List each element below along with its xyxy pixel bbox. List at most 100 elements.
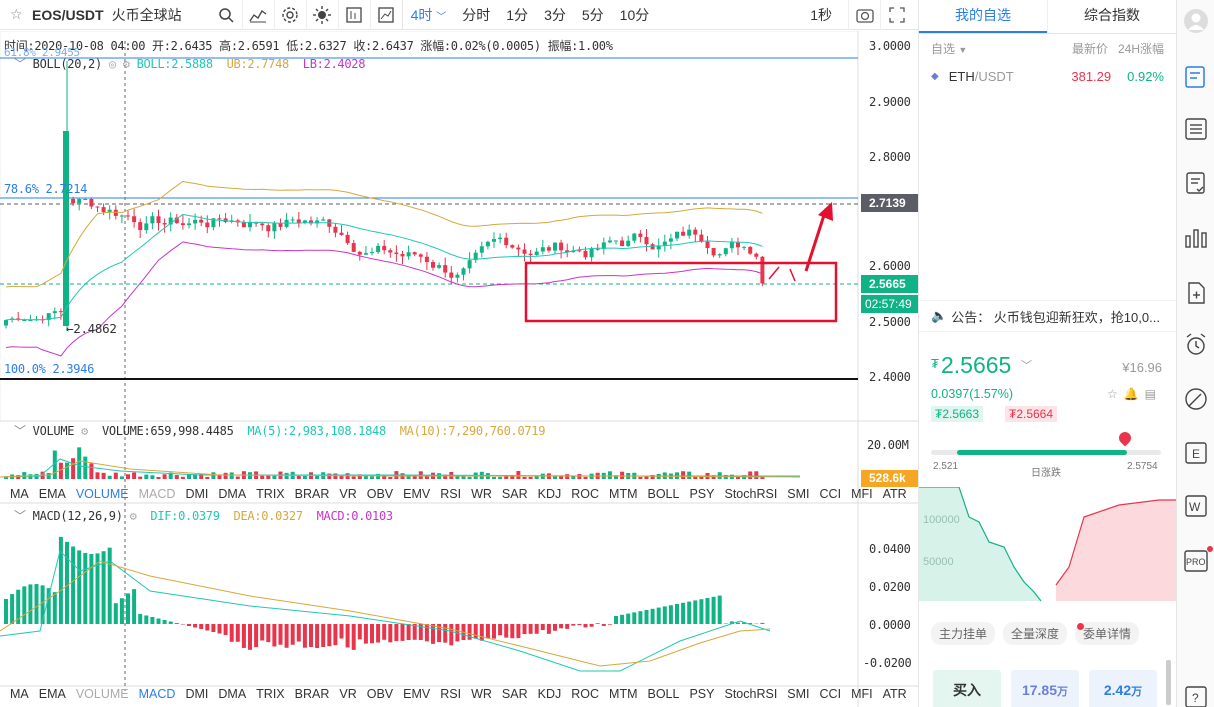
indicator-tab-macd[interactable]: MACD (138, 686, 176, 701)
add-file-icon[interactable] (1183, 280, 1209, 306)
indicator-tab-dmi[interactable]: DMI (185, 686, 209, 701)
interval-1m[interactable]: 1分 (506, 6, 529, 23)
volume-tag: 528.6k (861, 470, 918, 487)
indicator-tab-trix[interactable]: TRIX (256, 486, 285, 501)
indicator-tab-kdj[interactable]: KDJ (537, 686, 562, 701)
tab-index[interactable]: 综合指数 (1047, 0, 1176, 33)
pair-name[interactable]: EOS/USDT (32, 6, 104, 23)
interval-3m[interactable]: 3分 (544, 6, 566, 23)
btn-main-orders[interactable]: 主力挂单 (931, 622, 996, 645)
indicator-tab-ma[interactable]: MA (10, 486, 29, 501)
indicator-tab-sar[interactable]: SAR (501, 486, 528, 501)
tab-watchlist[interactable]: 我的自选 (919, 0, 1047, 33)
chevron-down-icon: ﹀ (14, 57, 26, 71)
btn-full-depth[interactable]: 全量深度 (1003, 622, 1068, 645)
indicator-tab-atr[interactable]: ATR (882, 486, 907, 501)
indicator-tab-mfi[interactable]: MFI (851, 486, 873, 501)
indicator-tab-obv[interactable]: OBV (366, 486, 394, 501)
theme-icon[interactable] (305, 0, 338, 30)
indicator-tab-smi[interactable]: SMI (787, 686, 810, 701)
indicator-tab-dmi[interactable]: DMI (185, 486, 209, 501)
chart-type-icon[interactable] (369, 0, 402, 30)
indicator-tab-wr[interactable]: WR (471, 486, 492, 501)
indicator-tab-cci[interactable]: CCI (819, 686, 842, 701)
refresh-rate[interactable]: 1秒 (810, 6, 832, 23)
buy-button[interactable]: 买入 (933, 670, 1001, 707)
action-icons[interactable]: ☆🔔▤ (1107, 387, 1162, 401)
alarm-clock-icon[interactable] (1183, 332, 1209, 358)
indicator-tab-roc[interactable]: ROC (571, 686, 600, 701)
indicator-tab-dma[interactable]: DMA (218, 686, 247, 701)
layout-icon[interactable] (337, 0, 370, 30)
favorite-star-icon[interactable]: ☆ (10, 6, 23, 22)
letter-e-icon[interactable]: E (1183, 440, 1209, 466)
indicator-tab-ema[interactable]: EMA (38, 486, 66, 501)
indicator-tab-smi[interactable]: SMI (787, 486, 810, 501)
interval-5m[interactable]: 5分 (581, 6, 604, 23)
document-icon[interactable] (1183, 170, 1209, 196)
compass-icon[interactable] (1183, 386, 1209, 412)
indicator-tab-mfi[interactable]: MFI (851, 686, 873, 701)
indicator-tab-cci[interactable]: CCI (819, 486, 842, 501)
notice-bar[interactable]: 🔈 公告： 火币钱包迎新狂欢，抢10,0... (919, 300, 1176, 332)
btn-order-details[interactable]: 委单详情 (1075, 622, 1140, 645)
indicator-tab-volume[interactable]: VOLUME (75, 686, 129, 701)
watchlist-icon[interactable] (1183, 64, 1209, 90)
indicator-tab-emv[interactable]: EMV (403, 486, 431, 501)
low-marker: ←2.4862 (66, 321, 117, 336)
indicator-tab-mtm[interactable]: MTM (609, 686, 638, 701)
indicator-tab-ema[interactable]: EMA (38, 686, 66, 701)
indicator-tab-sar[interactable]: SAR (501, 686, 528, 701)
help-icon[interactable]: ? (1183, 684, 1209, 707)
indicator-tab-boll[interactable]: BOLL (647, 686, 680, 701)
volume-bar (577, 474, 582, 479)
letter-w-icon[interactable]: W (1183, 493, 1209, 519)
watchlist-row[interactable]: ◆ ETH/USDT 381.29 0.92% (919, 63, 1176, 90)
indicator-tab-stochrsi[interactable]: StochRSI (724, 486, 778, 501)
kline-chart[interactable] (0, 31, 918, 707)
indicator-tab-mtm[interactable]: MTM (609, 486, 638, 501)
indicator-tab-dma[interactable]: DMA (218, 486, 247, 501)
interval-10m[interactable]: 10分 (619, 6, 650, 23)
price-change: 0.0397(1.57%) (931, 387, 1014, 401)
indicator-tab-rsi[interactable]: RSI (440, 686, 462, 701)
candle-body (437, 265, 442, 268)
indicator-tab-vr[interactable]: VR (339, 686, 357, 701)
volume-bar (119, 476, 124, 479)
camera-icon[interactable] (848, 0, 880, 30)
indicator-icon[interactable] (241, 0, 274, 30)
indicator-tab-emv[interactable]: EMV (403, 686, 431, 701)
settings-icon[interactable] (273, 0, 306, 30)
indicator-tab-roc[interactable]: ROC (571, 486, 600, 501)
search-icon[interactable] (210, 0, 242, 30)
fullscreen-icon[interactable] (880, 0, 912, 30)
macd-bar (723, 623, 728, 624)
scrollbar[interactable] (1166, 660, 1171, 705)
volume-bar (559, 475, 564, 479)
indicator-tab-brar[interactable]: BRAR (294, 486, 330, 501)
indicator-tab-vr[interactable]: VR (339, 486, 357, 501)
interval-timeshare[interactable]: 分时 (462, 6, 491, 23)
indicator-tab-macd[interactable]: MACD (138, 486, 176, 501)
indicator-tab-psy[interactable]: PSY (689, 686, 715, 701)
indicator-tab-wr[interactable]: WR (471, 686, 492, 701)
indicator-tab-trix[interactable]: TRIX (256, 686, 285, 701)
pro-icon[interactable]: PRO (1183, 548, 1209, 574)
volume-bar (357, 474, 362, 479)
candle-body (546, 247, 551, 251)
avatar-icon[interactable] (1183, 8, 1209, 34)
indicator-tab-kdj[interactable]: KDJ (537, 486, 562, 501)
indicator-tab-atr[interactable]: ATR (882, 686, 907, 701)
indicator-tab-volume[interactable]: VOLUME (75, 486, 129, 501)
indicator-tab-rsi[interactable]: RSI (440, 486, 462, 501)
interval-4h[interactable]: 4时 ﹀ (410, 6, 447, 23)
indicator-tab-ma[interactable]: MA (10, 686, 29, 701)
indicator-tab-psy[interactable]: PSY (689, 486, 715, 501)
indicator-tab-brar[interactable]: BRAR (294, 686, 330, 701)
indicator-tab-obv[interactable]: OBV (366, 686, 394, 701)
candle-body (553, 242, 557, 251)
news-icon[interactable] (1183, 116, 1209, 142)
indicator-tab-boll[interactable]: BOLL (647, 486, 680, 501)
indicator-tab-stochrsi[interactable]: StochRSI (724, 686, 778, 701)
bar-chart-icon[interactable] (1183, 225, 1209, 251)
